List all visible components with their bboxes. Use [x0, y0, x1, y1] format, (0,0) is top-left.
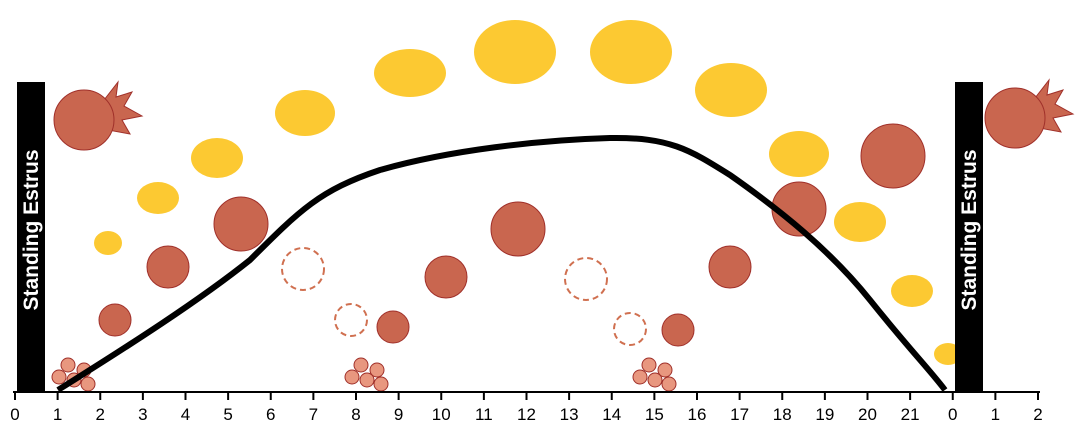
tick-label: 7: [309, 405, 318, 424]
tick-label: 14: [602, 405, 621, 424]
tick-label: 2: [96, 405, 105, 424]
tick-label: 1: [991, 405, 1000, 424]
corpus-luteum: [94, 20, 962, 365]
tick-label: 0: [10, 405, 19, 424]
tick-label: 19: [815, 405, 834, 424]
tick-label: 13: [560, 405, 579, 424]
tick-label: 17: [730, 405, 749, 424]
tick-label: 4: [181, 405, 190, 424]
tick-label: 0: [948, 405, 957, 424]
tick-label: 18: [773, 405, 792, 424]
estrus-bar: [17, 82, 45, 392]
tick-label: 11: [475, 405, 493, 424]
tick-label: 15: [645, 405, 664, 424]
tick-label: 20: [858, 405, 877, 424]
tick-label: 16: [688, 405, 707, 424]
side-label: Standing Estrus: [20, 149, 43, 310]
tick-label: 5: [223, 405, 232, 424]
side-label: Standing Estrus: [958, 149, 981, 310]
progesterone-curve: [56, 134, 948, 393]
tick-label: 6: [266, 405, 275, 424]
ovulating-follicles: [53, 78, 1075, 151]
tick-label: 9: [394, 405, 403, 424]
follicles: [98, 123, 926, 347]
tick-label: 2: [1033, 405, 1042, 424]
tick-label: 21: [901, 405, 920, 424]
tick-label: 1: [53, 405, 62, 424]
estrus-bar: [955, 82, 983, 392]
tick-label: 8: [351, 405, 360, 424]
tick-label: 3: [138, 405, 147, 424]
tick-label: 10: [432, 405, 451, 424]
tick-label: 12: [517, 405, 536, 424]
small-follicle-clusters: [51, 357, 677, 392]
